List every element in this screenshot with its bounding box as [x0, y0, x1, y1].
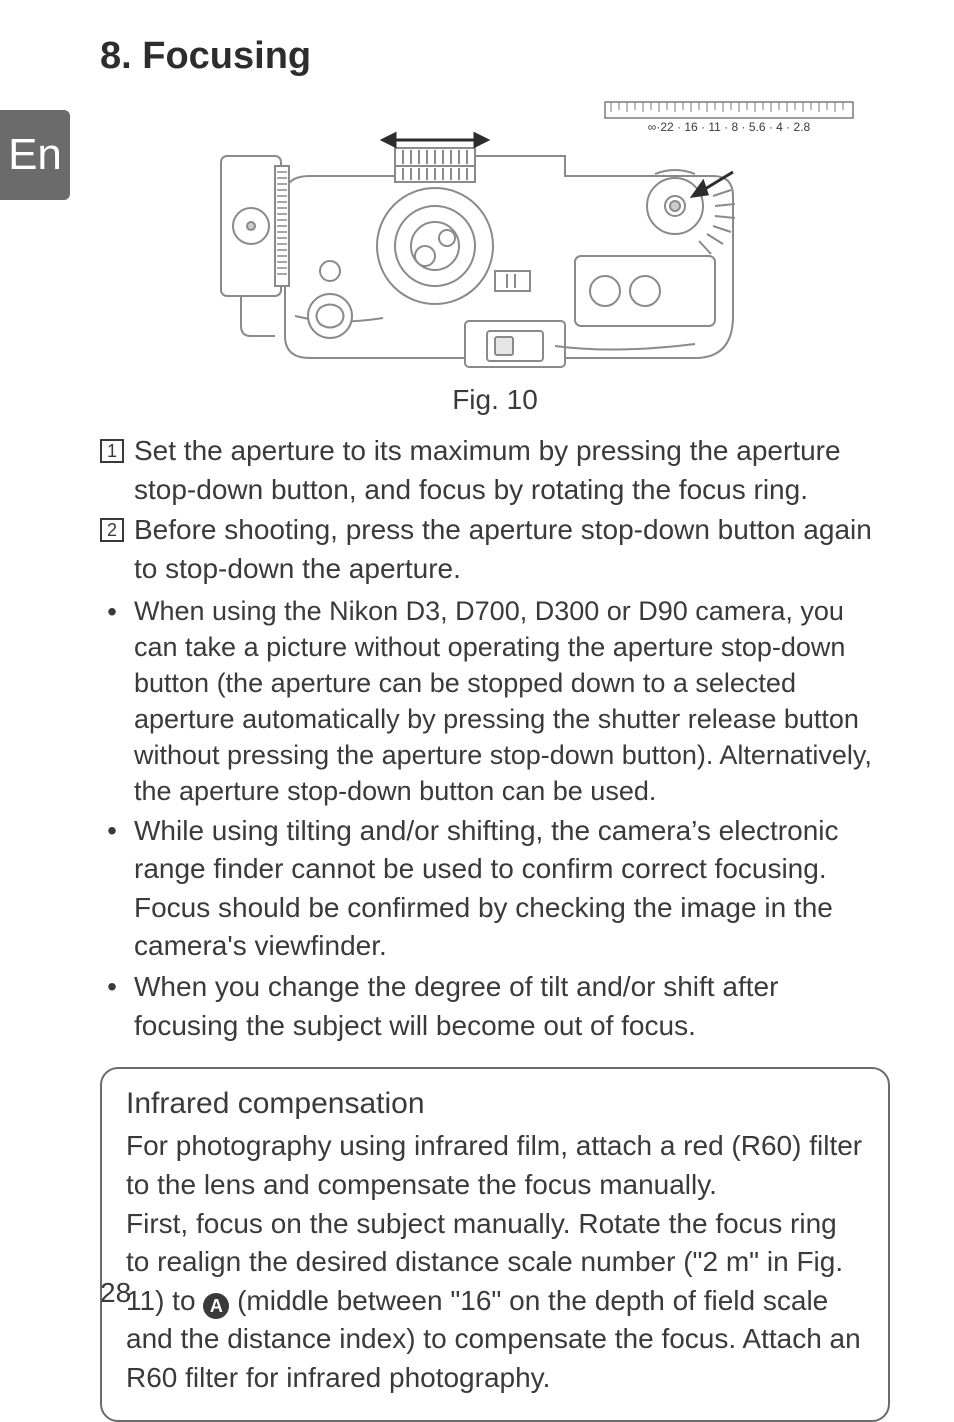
section-title: 8. Focusing: [100, 35, 890, 78]
page-content: 8. Focusing: [100, 35, 890, 1422]
step-number: 2: [100, 518, 124, 542]
aperture-scale-text: ∞·22 · 16 · 11 · 8 · 5.6 · 4 · 2.8: [648, 120, 811, 134]
bullet-text: When using the Nikon D3, D700, D300 or D…: [134, 593, 890, 810]
figure-caption: Fig. 10: [100, 384, 890, 416]
step-text: Before shooting, press the aperture stop…: [134, 511, 890, 588]
bullet-dot-icon: •: [100, 593, 124, 810]
bullet-text: When you change the degree of tilt and/o…: [134, 968, 890, 1045]
step-item: 1 Set the aperture to its maximum by pre…: [100, 432, 890, 509]
bullet-text: While using tilting and/or shifting, the…: [134, 812, 890, 967]
bullet-item: • When you change the degree of tilt and…: [100, 968, 890, 1045]
step-item: 2 Before shooting, press the aperture st…: [100, 511, 890, 588]
step-number: 1: [100, 439, 124, 463]
bullet-dot-icon: •: [100, 968, 124, 1045]
figure-camera-diagram: ∞·22 · 16 · 11 · 8 · 5.6 · 4 · 2.8: [100, 96, 890, 376]
info-body-part2b: (middle between "16" on the depth of fie…: [126, 1285, 861, 1393]
steps-list: 1 Set the aperture to its maximum by pre…: [100, 432, 890, 589]
infrared-info-box: Infrared compensation For photography us…: [100, 1067, 890, 1421]
bullet-item: • While using tilting and/or shifting, t…: [100, 812, 890, 967]
bullet-item: • When using the Nikon D3, D700, D300 or…: [100, 593, 890, 810]
page-number: 28: [100, 1277, 131, 1309]
bullet-dot-icon: •: [100, 812, 124, 967]
info-box-body: For photography using infrared film, att…: [126, 1127, 864, 1397]
language-tab: En: [0, 110, 70, 200]
info-box-title: Infrared compensation: [126, 1087, 864, 1121]
step-text: Set the aperture to its maximum by press…: [134, 432, 890, 509]
info-body-part1: For photography using infrared film, att…: [126, 1130, 862, 1200]
bullets-list: • When using the Nikon D3, D700, D300 or…: [100, 593, 890, 1046]
circle-letter-a-icon: A: [203, 1293, 229, 1319]
